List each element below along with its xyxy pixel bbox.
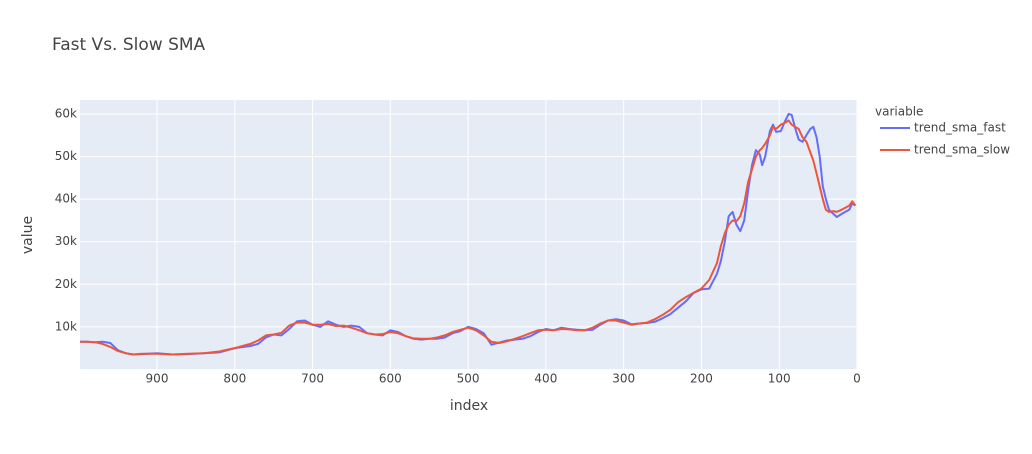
y-tick-label: 30k xyxy=(55,234,77,248)
y-tick-label: 40k xyxy=(55,192,77,206)
x-tick-label: 0 xyxy=(853,372,861,386)
legend-label: trend_sma_slow xyxy=(914,143,1010,157)
y-tick-label: 10k xyxy=(55,319,77,333)
y-tick-label: 20k xyxy=(55,277,77,291)
x-tick-label: 500 xyxy=(457,372,480,386)
series-line xyxy=(80,119,857,356)
x-tick-label: 200 xyxy=(690,372,713,386)
y-tick-label: 50k xyxy=(55,149,77,163)
x-tick-label: 400 xyxy=(534,372,557,386)
x-tick-label: 800 xyxy=(223,372,246,386)
chart-title: Fast Vs. Slow SMA xyxy=(52,35,206,55)
x-tick-label: 900 xyxy=(146,372,169,386)
y-tick-label: 60k xyxy=(55,107,77,121)
y-axis-title: value xyxy=(20,216,36,254)
x-tick-label: 100 xyxy=(768,372,791,386)
legend-title: variable xyxy=(875,105,923,119)
x-tick-label: 300 xyxy=(612,372,635,386)
x-axis-title: index xyxy=(450,398,488,414)
x-tick-label: 700 xyxy=(301,372,324,386)
legend-label: trend_sma_fast xyxy=(914,121,1006,135)
x-tick-label: 600 xyxy=(379,372,402,386)
